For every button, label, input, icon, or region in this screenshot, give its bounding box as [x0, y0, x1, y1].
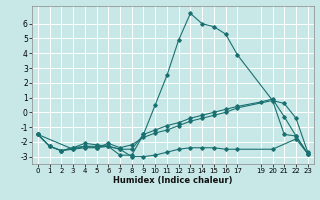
X-axis label: Humidex (Indice chaleur): Humidex (Indice chaleur): [113, 176, 233, 185]
